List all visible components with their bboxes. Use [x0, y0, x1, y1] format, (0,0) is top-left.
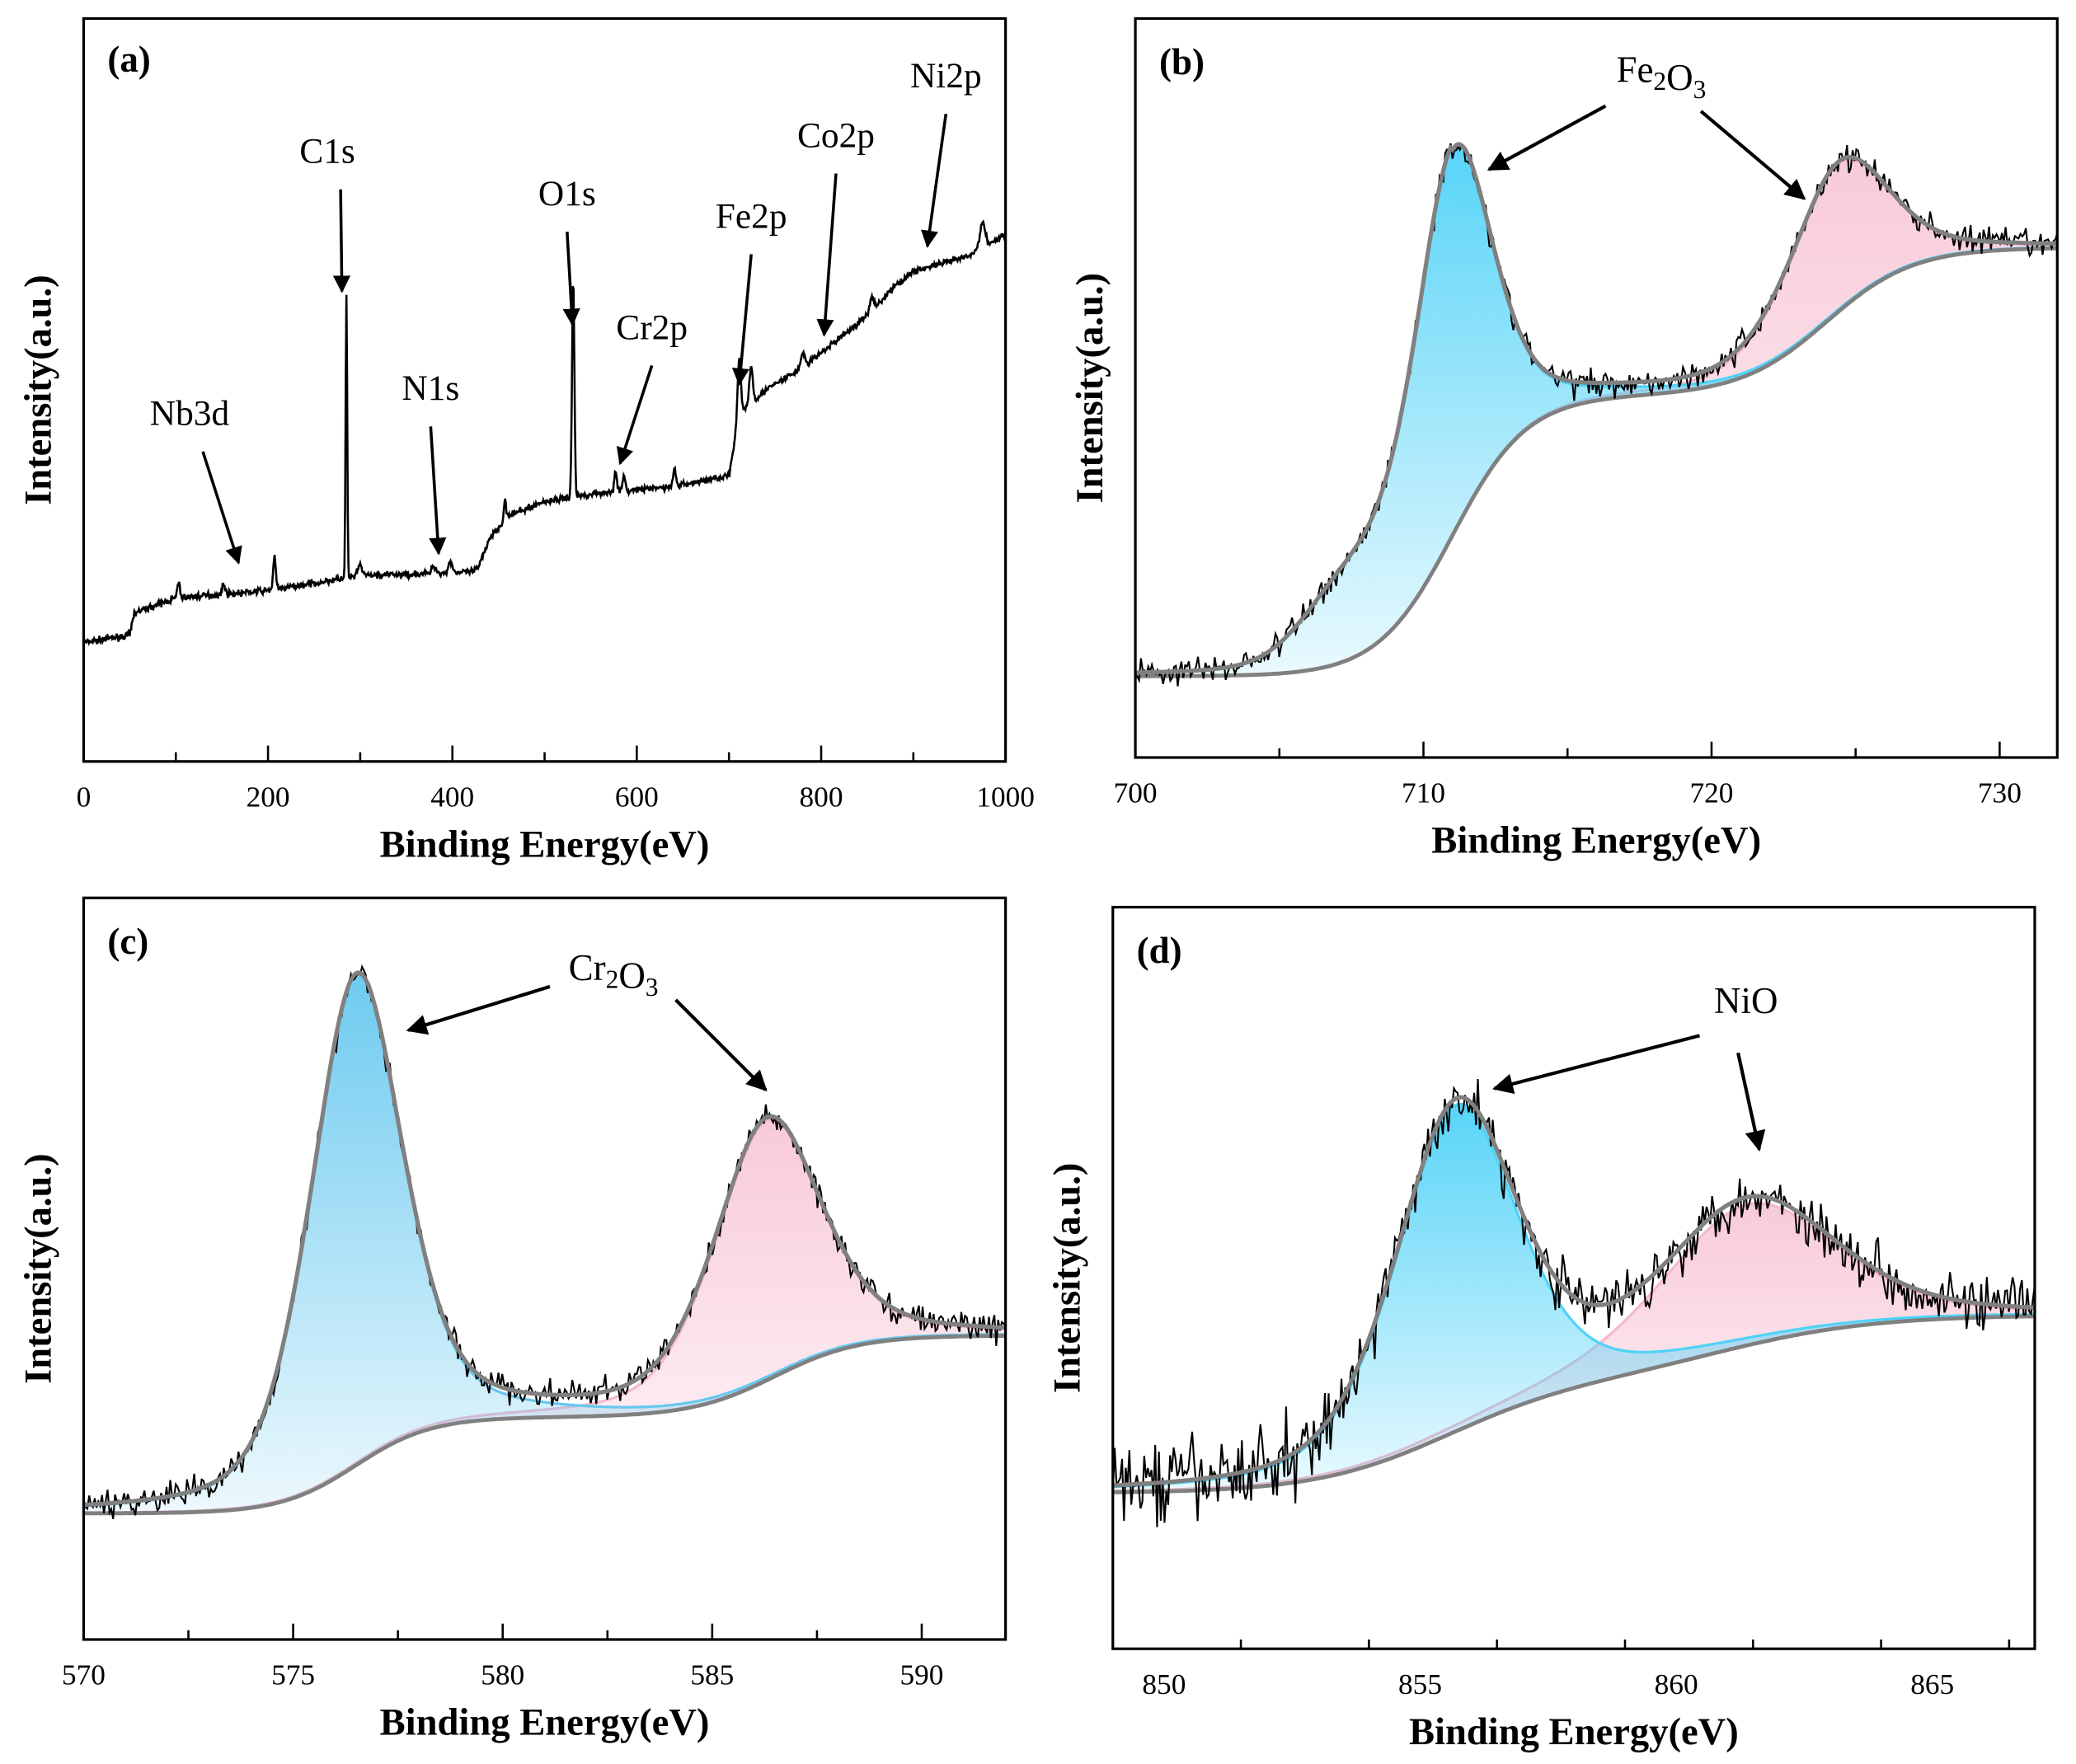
component-fill — [83, 1119, 1006, 1513]
envelope-line — [1112, 1095, 2035, 1488]
plot-frame — [82, 896, 1007, 1641]
panel-label: (a) — [107, 39, 150, 80]
x-tick-label: 400 — [430, 781, 474, 813]
x-tick-label: 570 — [62, 1659, 106, 1691]
compound-label: Fe2O3 — [1616, 49, 1706, 104]
x-tick-label: 730 — [1978, 777, 2022, 809]
panel-label: (d) — [1137, 930, 1182, 971]
arrow — [429, 426, 447, 556]
background-line — [83, 1334, 1006, 1516]
x-tick-label: 590 — [899, 1659, 943, 1691]
arrow — [562, 232, 580, 326]
arrow — [406, 984, 551, 1035]
x-tick-label: 580 — [481, 1659, 524, 1691]
peak-label: Fe2p — [716, 196, 787, 236]
component-line — [83, 973, 1006, 1508]
spectrum-line — [1135, 143, 2058, 687]
x-tick-label: 860 — [1655, 1668, 1698, 1701]
component-fill — [1135, 159, 2058, 677]
component-fill — [1112, 1203, 2035, 1493]
arrow — [1736, 1052, 1766, 1152]
peak-label: Cr2p — [616, 307, 688, 347]
x-tick-label: 0 — [77, 781, 92, 813]
x-tick-label: 710 — [1402, 777, 1445, 809]
arrow — [674, 998, 768, 1092]
panel-c: 570 575 580 585 590 Binding Energy(eV) Intensi… — [16, 896, 1007, 1744]
plot-area — [83, 964, 1006, 1519]
x-tick-label: 855 — [1398, 1668, 1442, 1701]
arrow — [1487, 104, 1607, 171]
background-line — [1135, 246, 2058, 678]
x-tick-label: 585 — [690, 1659, 734, 1691]
arrow — [731, 254, 753, 387]
x-axis-label: Binding Energy(eV) — [1409, 1710, 1739, 1753]
panel-b: 700 710 720 730 Binding Energy(eV) Intensity(… — [1069, 16, 2059, 862]
x-tick-label: 1000 — [976, 781, 1035, 813]
plot-area — [1112, 1079, 2035, 1527]
plot-frame — [1111, 905, 2036, 1650]
arrow — [616, 364, 654, 466]
spectrum-line — [83, 964, 1006, 1519]
x-tick-label: 600 — [615, 781, 659, 813]
y-axis-label: Intensity(a.u.) — [16, 274, 59, 505]
arrow — [332, 189, 351, 293]
arrow — [1699, 110, 1806, 200]
peak-label: Ni2p — [910, 56, 982, 96]
panel-d: 850 855 860 865 Binding Energy(eV) Intensity(… — [1046, 905, 2036, 1753]
arrow — [816, 173, 838, 337]
peak-label: O1s — [538, 174, 596, 213]
compound-label: Cr2O3 — [569, 947, 659, 1002]
x-tick-label: 850 — [1142, 1668, 1186, 1701]
peak-label: C1s — [299, 132, 355, 171]
envelope-line — [83, 970, 1006, 1508]
background-line — [1112, 1314, 2035, 1494]
x-tick-label: 865 — [1910, 1668, 1954, 1701]
arrow — [920, 113, 948, 248]
panel-a: 0 200 400 600 800 1000 Binding Energy(eV) Inten… — [16, 16, 1035, 866]
envelope-line — [1135, 142, 2058, 675]
x-tick-label: 700 — [1114, 777, 1158, 809]
peak-label: N1s — [402, 368, 459, 408]
spectrum-line — [83, 219, 1006, 646]
x-tick-label: 575 — [271, 1659, 315, 1691]
plot-area — [83, 219, 1006, 646]
arrow — [1492, 1034, 1701, 1095]
peak-label: Co2p — [797, 115, 875, 155]
x-tick-label: 800 — [799, 781, 843, 813]
x-axis-label: Binding Energy(eV) — [380, 823, 710, 866]
y-axis-label: Intensity(a.u.) — [1046, 1163, 1089, 1394]
component-fill — [1135, 145, 2058, 677]
y-axis-label: Intensity(a.u.) — [1069, 273, 1111, 504]
panel-label: (c) — [107, 921, 148, 962]
arrow — [201, 451, 242, 565]
plot-area — [1135, 142, 2058, 687]
panel-label: (b) — [1159, 41, 1205, 82]
compound-label: NiO — [1714, 980, 1778, 1021]
plot-frame — [1134, 16, 2059, 759]
x-tick-label: 200 — [247, 781, 290, 813]
x-tick-label: 720 — [1689, 777, 1733, 809]
peak-label: Nb3d — [150, 394, 230, 434]
y-axis-label: Intensity(a.u.) — [16, 1153, 59, 1384]
component-fill — [83, 974, 1006, 1513]
x-axis-label: Binding Energy(eV) — [380, 1701, 710, 1744]
x-axis-label: Binding Energy(eV) — [1431, 819, 1761, 862]
